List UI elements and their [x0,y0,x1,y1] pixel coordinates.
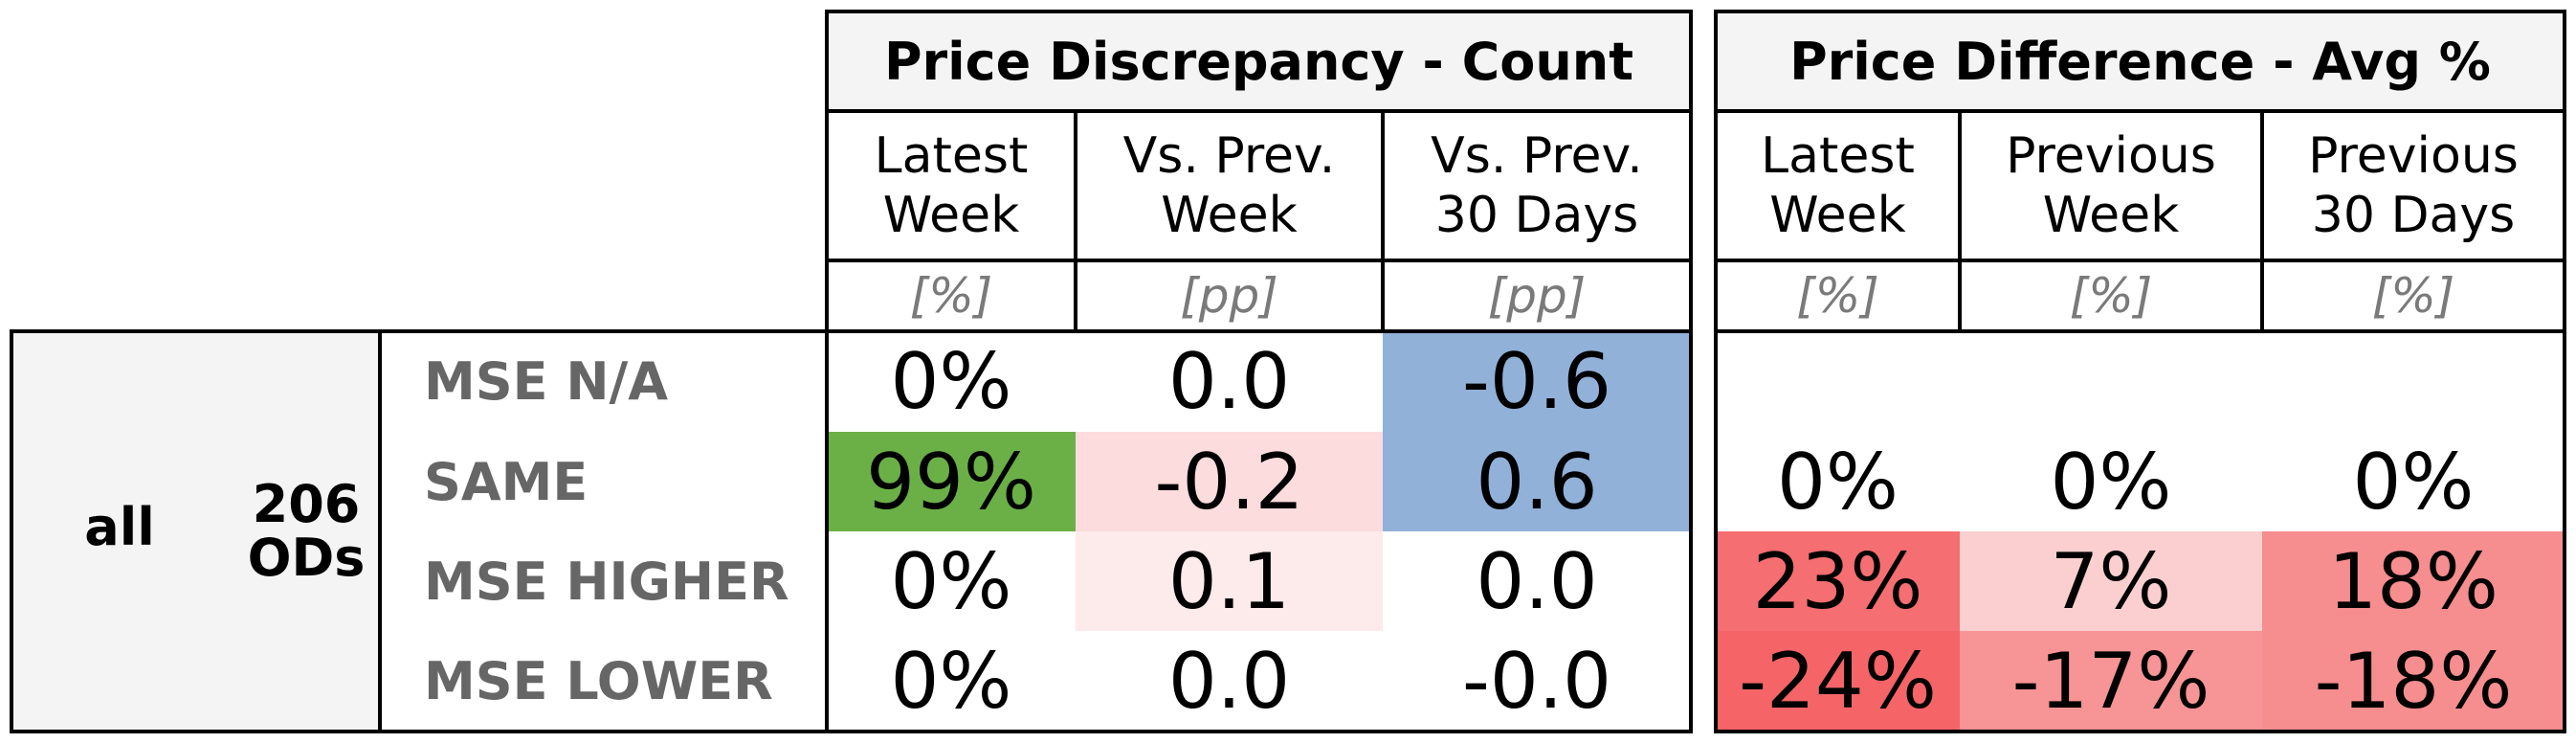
column-unit: [pp] [1487,268,1587,324]
table-cell: 0% [827,331,1076,432]
section-border [1714,259,2566,262]
group-count: 206 ODs [247,474,366,588]
section-border [825,109,1693,113]
table-cell: -18% [2262,631,2565,732]
table-cell: -0.6 [1383,331,1691,432]
section-border [825,329,1693,333]
frame-border [10,730,1693,733]
column-header: Previous 30 Days [2308,127,2519,244]
table-cell: -24% [1716,631,1960,732]
table-cell: 0% [2262,432,2565,531]
section-border [825,259,1693,262]
section-border [825,10,1693,13]
column-unit: [%] [2371,268,2455,324]
column-unit: [%] [2069,268,2153,324]
section-border [1714,10,2566,13]
table-cell: -0.2 [1076,432,1383,531]
column-header: Vs. Prev. 30 Days [1431,127,1643,244]
section-border [1689,10,1693,733]
column-header: Latest Week [874,127,1029,244]
section-title: Price Discrepancy - Count [827,11,1691,111]
group-label: all [84,496,155,557]
table-cell: 0.0 [1383,531,1691,631]
column-unit: [pp] [1180,268,1278,324]
row-label: MSE LOWER [424,651,773,711]
column-unit: [%] [1796,268,1879,324]
section-border [825,10,829,733]
table-cell: 0.0 [1076,631,1383,732]
section-border [1714,329,2566,333]
section-border [1714,730,2566,733]
table-cell: 0.6 [1383,432,1691,531]
column-divider [1381,111,1385,331]
column-divider [1074,111,1077,331]
row-label: MSE HIGHER [424,551,789,612]
table-cell: 0.1 [1076,531,1383,631]
section-title: Price Difference - Avg % [1716,11,2565,111]
table-cell: 7% [1960,531,2262,631]
section-border [2563,10,2566,733]
column-divider [2260,111,2264,331]
table-cell: 18% [2262,531,2565,631]
column-header: Vs. Prev. Week [1122,127,1336,244]
column-header: Previous Week [2006,127,2216,244]
frame-border [10,329,827,333]
table-cell [1716,331,1960,432]
table-cell [2262,331,2565,432]
frame-border [10,329,13,733]
group-panel [11,331,380,732]
column-header: Latest Week [1761,127,1915,244]
section-border [1714,109,2566,113]
table-cell: 0% [1716,432,1960,531]
table-cell: -17% [1960,631,2262,732]
row-label: MSE N/A [424,351,669,412]
table-cell [1960,331,2262,432]
frame-border [378,329,382,733]
table-cell: 0% [1960,432,2262,531]
column-unit: [%] [909,268,993,324]
table-cell: 0% [827,531,1076,631]
column-divider [1958,111,1962,331]
table-cell: 0.0 [1076,331,1383,432]
row-label: SAME [424,451,588,512]
table-cell: 23% [1716,531,1960,631]
section-border [1714,10,1718,733]
table-cell: 0% [827,631,1076,732]
table-cell: -0.0 [1383,631,1691,732]
table-cell: 99% [827,432,1076,531]
